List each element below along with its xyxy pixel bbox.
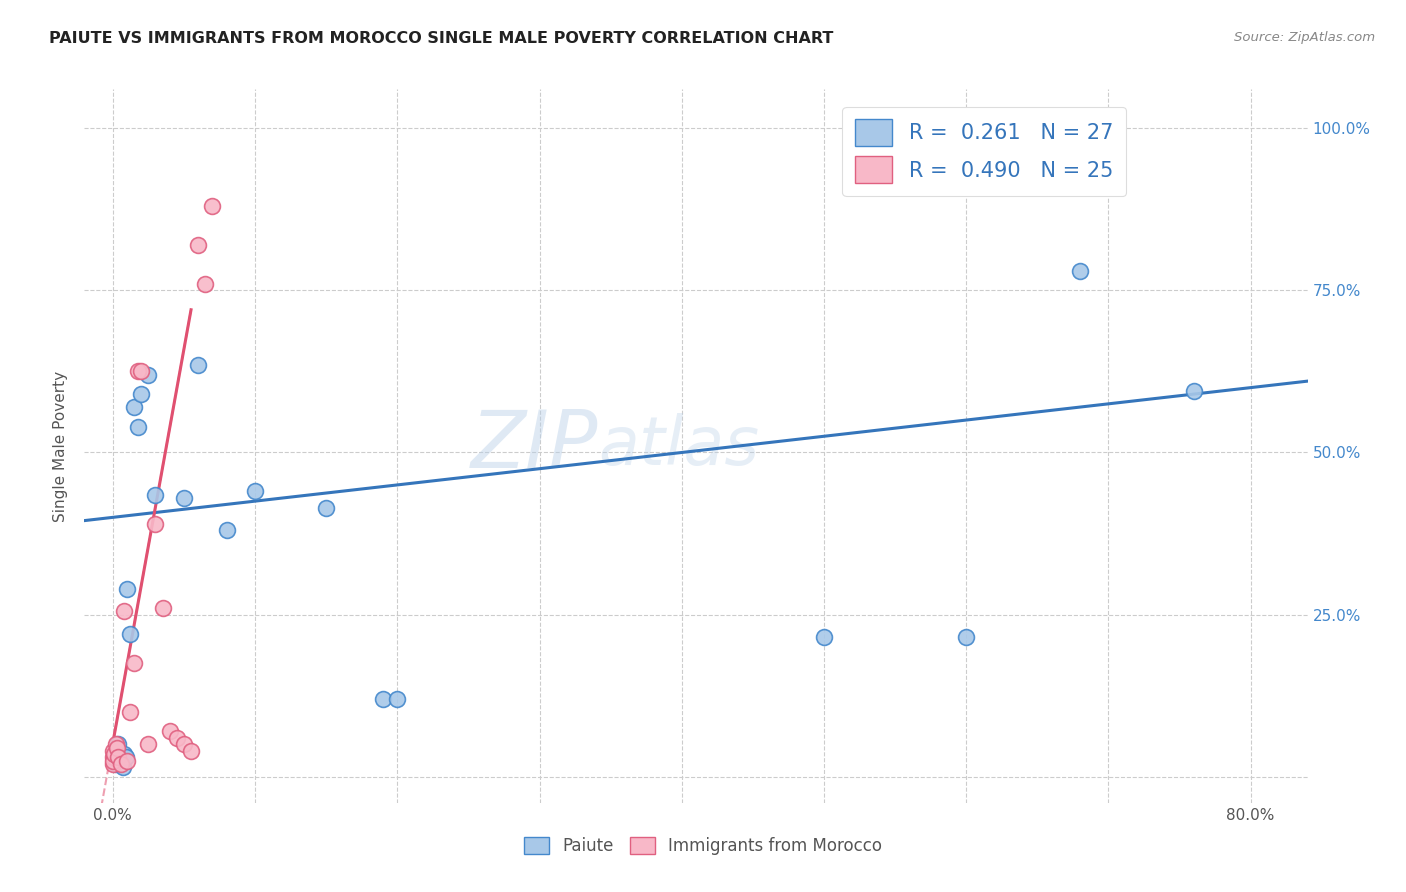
Point bbox=[122, 400, 145, 414]
Legend: Paiute, Immigrants from Morocco: Paiute, Immigrants from Morocco bbox=[517, 830, 889, 862]
Point bbox=[166, 731, 188, 745]
Legend: R =  0.261   N = 27, R =  0.490   N = 25: R = 0.261 N = 27, R = 0.490 N = 25 bbox=[842, 107, 1126, 195]
Point bbox=[371, 692, 394, 706]
Point bbox=[103, 750, 125, 764]
Point bbox=[315, 500, 337, 515]
Point bbox=[159, 724, 181, 739]
Text: Source: ZipAtlas.com: Source: ZipAtlas.com bbox=[1234, 31, 1375, 45]
Point bbox=[110, 754, 132, 768]
Point bbox=[111, 760, 134, 774]
Point bbox=[187, 358, 209, 372]
Point bbox=[129, 387, 152, 401]
Text: PAIUTE VS IMMIGRANTS FROM MOROCCO SINGLE MALE POVERTY CORRELATION CHART: PAIUTE VS IMMIGRANTS FROM MOROCCO SINGLE… bbox=[49, 31, 834, 46]
Point bbox=[173, 491, 195, 505]
Point bbox=[101, 756, 124, 771]
Point bbox=[118, 705, 141, 719]
Point bbox=[105, 740, 128, 755]
Point bbox=[112, 747, 135, 761]
Point bbox=[152, 601, 174, 615]
Point bbox=[107, 738, 129, 752]
Point bbox=[145, 488, 167, 502]
Point bbox=[127, 364, 149, 378]
Point bbox=[138, 368, 160, 382]
Point bbox=[101, 750, 124, 764]
Point bbox=[187, 238, 209, 252]
Point bbox=[387, 692, 409, 706]
Point bbox=[129, 364, 152, 378]
Point bbox=[145, 516, 167, 531]
Point bbox=[103, 747, 125, 761]
Point bbox=[114, 750, 136, 764]
Point bbox=[115, 582, 138, 596]
Point bbox=[1069, 264, 1091, 278]
Point bbox=[115, 754, 138, 768]
Point bbox=[813, 631, 835, 645]
Point bbox=[138, 738, 160, 752]
Point bbox=[955, 631, 977, 645]
Point bbox=[118, 627, 141, 641]
Point bbox=[122, 657, 145, 671]
Point bbox=[110, 756, 132, 771]
Y-axis label: Single Male Poverty: Single Male Poverty bbox=[53, 370, 69, 522]
Point bbox=[1182, 384, 1205, 398]
Point bbox=[215, 524, 238, 538]
Point bbox=[194, 277, 217, 291]
Point bbox=[108, 750, 131, 764]
Point bbox=[112, 604, 135, 618]
Point bbox=[180, 744, 202, 758]
Point bbox=[243, 484, 266, 499]
Point bbox=[105, 744, 128, 758]
Point bbox=[104, 738, 127, 752]
Point bbox=[107, 750, 129, 764]
Point bbox=[104, 756, 127, 771]
Point bbox=[173, 738, 195, 752]
Point bbox=[101, 744, 124, 758]
Point bbox=[101, 754, 124, 768]
Text: atlas: atlas bbox=[598, 413, 759, 479]
Point bbox=[201, 199, 224, 213]
Text: ZIP: ZIP bbox=[471, 407, 598, 485]
Point bbox=[127, 419, 149, 434]
